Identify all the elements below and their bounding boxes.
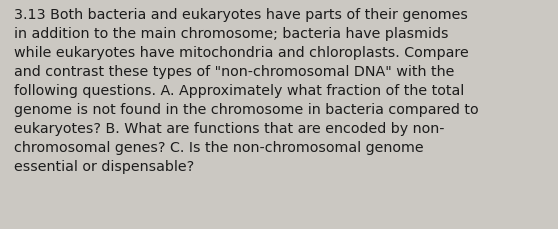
Text: 3.13 Both bacteria and eukaryotes have parts of their genomes
in addition to the: 3.13 Both bacteria and eukaryotes have p… [14, 8, 479, 173]
